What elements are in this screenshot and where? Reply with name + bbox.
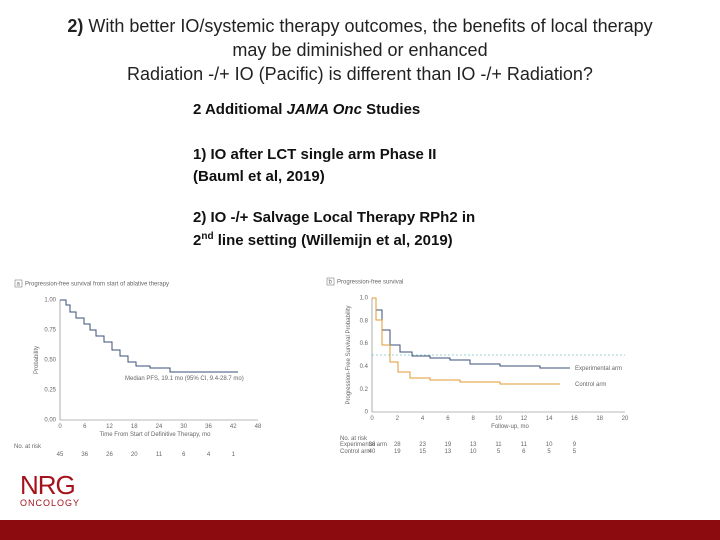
x-tick-label: 8 — [472, 416, 476, 422]
y-axis-label: Progression-Free Survival Probability — [346, 305, 352, 404]
km-curve-control — [372, 297, 560, 385]
series-label: Control arm — [575, 382, 606, 388]
x-axis-label: Follow-up, mo — [491, 424, 529, 430]
x-tick-label: 0 — [58, 424, 62, 430]
y-tick-label: 0 — [365, 410, 369, 416]
figure-label-box — [326, 277, 335, 286]
figure-label-box — [14, 279, 23, 288]
at-risk-value: 4 — [207, 452, 211, 458]
at-risk-label: No. at risk — [14, 444, 42, 450]
x-tick-label: 4 — [421, 416, 425, 422]
at-risk-value: 6 — [182, 452, 186, 458]
y-tick-label: 0.25 — [44, 388, 56, 394]
at-risk-value: 36 — [81, 452, 88, 458]
y-tick-label: 0.00 — [44, 418, 56, 424]
at-risk-value: 19 — [445, 442, 452, 448]
at-risk-value: 11 — [495, 442, 502, 448]
logo-sub: ONCOLOGY — [20, 498, 81, 508]
text: nd — [201, 231, 214, 242]
at-risk-value: 6 — [522, 449, 526, 455]
y-tick-label: 0.2 — [360, 387, 369, 393]
at-risk-value: 9 — [573, 442, 577, 448]
bullet-heading: 2 Additiomal JAMA Onc Studies — [193, 101, 420, 118]
x-tick-label: 16 — [571, 416, 578, 422]
at-risk-value: 13 — [445, 449, 452, 455]
bullet-text: 2) IO -/+ Salvage Local Therapy RPh2 in — [193, 209, 476, 226]
at-risk-value: 5 — [497, 449, 501, 455]
at-risk-value: 5 — [547, 449, 551, 455]
at-risk-row-name: Control arm — [340, 449, 371, 455]
y-tick-label: 0.75 — [44, 328, 56, 334]
x-tick-label: 12 — [106, 424, 113, 430]
text: Studies — [366, 101, 421, 118]
x-tick-label: 14 — [546, 416, 553, 422]
at-risk-value: 10 — [470, 449, 477, 455]
figure-title: Progression-free survival — [337, 280, 403, 286]
y-tick-label: 0.6 — [360, 341, 369, 347]
text: 2 Additiomal — [193, 101, 283, 118]
at-risk-value: 11 — [521, 442, 528, 448]
text: 2 — [193, 232, 202, 249]
title-line: Radiation -/+ IO (Pacific) is different … — [127, 64, 593, 84]
at-risk-value: 26 — [106, 452, 113, 458]
at-risk-value: 20 — [131, 452, 138, 458]
x-tick-label: 12 — [520, 416, 527, 422]
y-tick-label: 1.0 — [360, 296, 369, 302]
x-tick-label: 36 — [205, 424, 212, 430]
at-risk-value: 13 — [470, 442, 477, 448]
title-line: may be diminished or enhanced — [232, 40, 488, 60]
text: JAMA Onc — [286, 101, 362, 118]
x-tick-label: 18 — [131, 424, 138, 430]
figure-label: a — [17, 282, 21, 288]
at-risk-value: 23 — [419, 442, 426, 448]
x-tick-label: 48 — [255, 424, 262, 430]
x-tick-label: 30 — [180, 424, 187, 430]
y-axis-label: Probability — [34, 346, 40, 374]
footer-bar — [0, 520, 720, 540]
at-risk-value: 1 — [232, 452, 236, 458]
title-text: With better IO/systemic therapy outcomes… — [88, 16, 653, 36]
bullet-text: 1) IO after LCT single arm Phase II — [193, 146, 437, 163]
figure-label: b — [329, 280, 333, 286]
at-risk-value: 28 — [394, 442, 401, 448]
logo-main: NRG — [20, 470, 76, 500]
x-axis-label: Time From Start of Definitive Therapy, m… — [100, 432, 212, 438]
x-tick-label: 0 — [370, 416, 374, 422]
at-risk-value: 36 — [369, 442, 376, 448]
title-lead: 2) — [67, 16, 84, 36]
x-tick-label: 20 — [622, 416, 629, 422]
at-risk-row-name: Experimental arm — [340, 442, 387, 448]
at-risk-value: 19 — [394, 449, 401, 455]
y-tick-label: 1.00 — [44, 298, 56, 304]
at-risk-value: 15 — [419, 449, 426, 455]
y-tick-label: 0.8 — [360, 318, 369, 324]
x-tick-label: 6 — [446, 416, 450, 422]
km-curve-experimental — [372, 297, 570, 369]
text: line setting (Willemijn et al, 2019) — [217, 232, 453, 249]
at-risk-label: No. at risk — [340, 436, 368, 442]
at-risk-value: 11 — [156, 452, 163, 458]
note: Median PFS, 19.1 mo (95% CI, 9.4-28.7 mo… — [125, 376, 244, 382]
figure-title: Progression-free survival from start of … — [25, 282, 169, 288]
km-curve — [60, 299, 238, 373]
at-risk-value: 45 — [57, 452, 64, 458]
y-tick-label: 0.4 — [360, 364, 369, 370]
x-tick-label: 10 — [495, 416, 502, 422]
at-risk-value: 40 — [369, 449, 376, 455]
x-tick-label: 18 — [596, 416, 603, 422]
x-tick-label: 42 — [230, 424, 237, 430]
bullet-text: 2nd line setting (Willemijn et al, 2019) — [193, 231, 453, 249]
x-tick-label: 2 — [396, 416, 400, 422]
title-line: 2) With better IO/systemic therapy outco… — [0, 16, 720, 37]
series-label: Experimental arm — [575, 366, 622, 372]
at-risk-value: 10 — [546, 442, 553, 448]
at-risk-value: 5 — [573, 449, 577, 455]
y-tick-label: 0.50 — [44, 358, 56, 364]
bullet-text: (Bauml et al, 2019) — [193, 168, 325, 185]
x-tick-label: 6 — [83, 424, 87, 430]
x-tick-label: 24 — [156, 424, 163, 430]
